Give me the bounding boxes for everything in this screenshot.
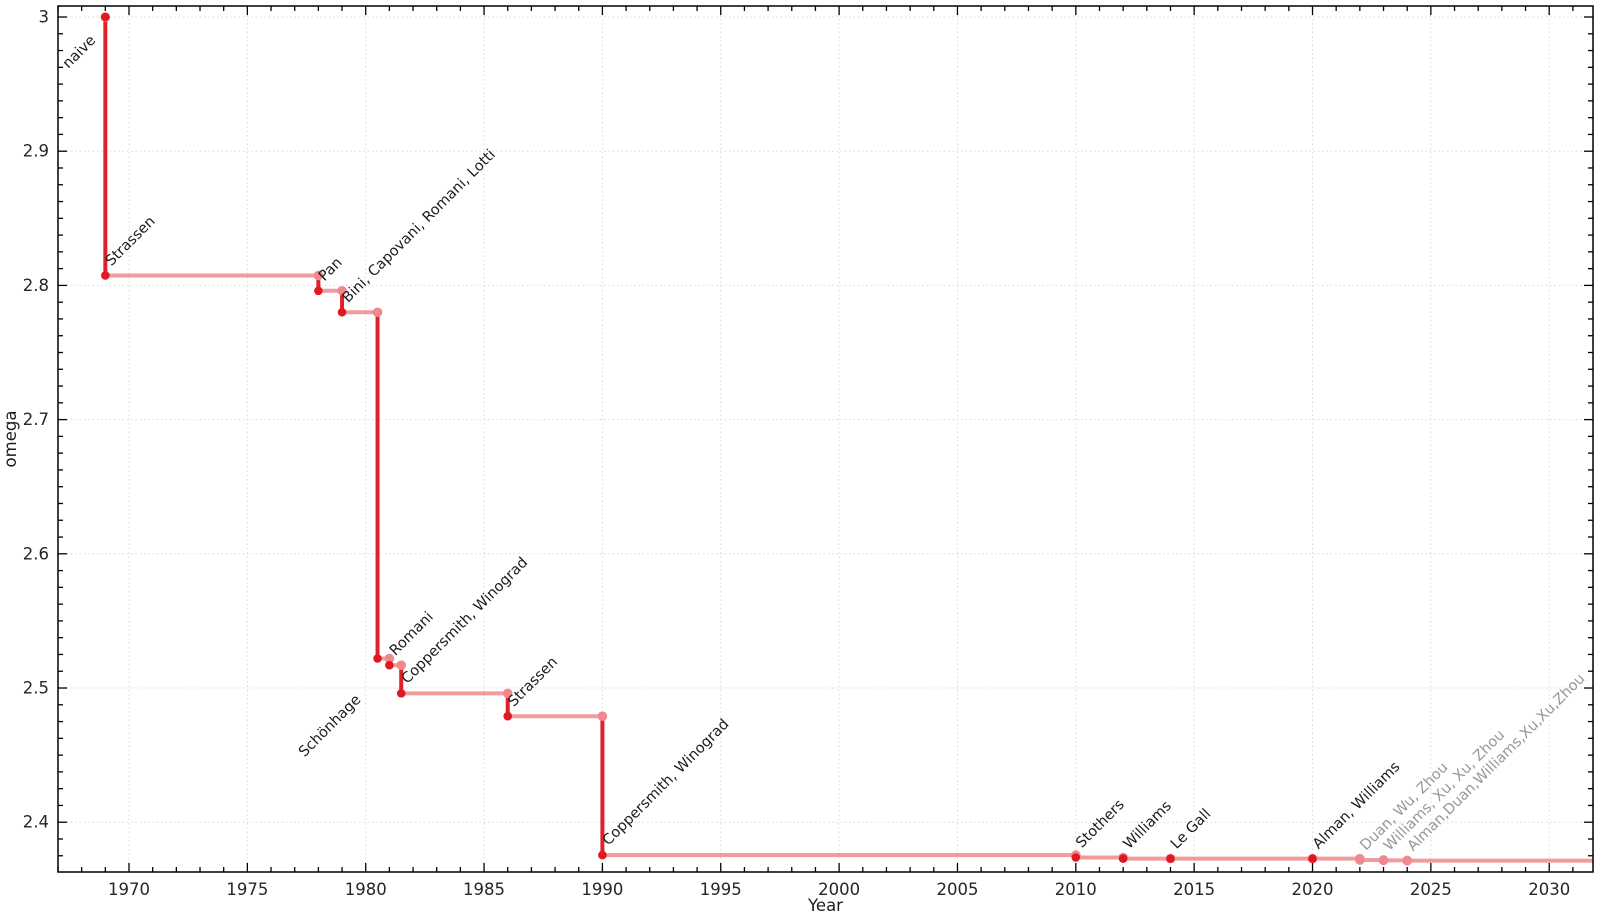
gridlines-layer <box>58 6 1593 872</box>
data-point-light <box>372 307 383 318</box>
series-layer <box>100 12 1593 866</box>
data-point-label: Strassen <box>505 654 561 710</box>
data-point-label: Le Gall <box>1168 806 1214 852</box>
x-axis-tick-label: 2025 <box>1410 880 1452 899</box>
data-point <box>1071 853 1081 862</box>
plot-frame <box>57 5 1594 873</box>
data-point-label: naive <box>60 32 99 71</box>
y-axis-tick-label: 2.7 <box>23 410 49 429</box>
y-axis-tick-label: 2.9 <box>23 142 49 161</box>
x-axis-tick-label: 2000 <box>818 880 860 899</box>
data-point <box>373 654 382 663</box>
axes-layer: 1970 1975 1980 1985 1990 1995 2000 2005 2010 2015… <box>1 5 1594 915</box>
data-point-light <box>384 653 395 664</box>
data-point-label: Williams, Xu, Xu, Zhou <box>1381 727 1508 854</box>
data-point <box>598 850 607 860</box>
data-point <box>337 307 347 317</box>
y-axis-title: omega <box>1 411 20 468</box>
data-point <box>1308 854 1317 863</box>
data-point-label: Bini, Capovani, Romani, Lotti <box>340 147 499 306</box>
y-axis-tick-label: 2.4 <box>23 813 49 832</box>
data-point <box>503 711 513 721</box>
x-axis-tick-label: 2015 <box>1173 880 1215 899</box>
x-axis-tick-label: 2010 <box>1055 880 1097 899</box>
data-point-label: Strassen <box>103 213 159 269</box>
x-axis-tick-label: 1985 <box>463 880 505 899</box>
y-axis-tick-label: 2.6 <box>23 544 49 563</box>
x-axis-tick-label: 1990 <box>581 880 623 899</box>
data-point <box>385 660 394 670</box>
data-point-light <box>1402 855 1412 866</box>
data-point-light <box>337 285 347 296</box>
data-point-label: Alman,Duan,Williams,Xu,Xu,Zhou <box>1405 671 1589 855</box>
data-point-label: Stothers <box>1073 797 1128 852</box>
data-point <box>101 12 110 22</box>
y-axis-tick-label: 2.8 <box>23 276 49 295</box>
x-axis-tick-label: 1995 <box>700 880 742 899</box>
x-axis-tick-label: 1975 <box>226 880 268 899</box>
x-axis-tick-label: 2005 <box>936 880 978 899</box>
x-axis-tick-label: 2030 <box>1528 880 1570 899</box>
data-point-label: Coppersmith, Winograd <box>600 716 733 849</box>
data-point-label: Williams <box>1121 798 1175 852</box>
x-axis-title: Year <box>807 896 843 915</box>
y-axis-tick-label: 2.5 <box>23 679 49 698</box>
data-point-light <box>597 711 608 721</box>
data-point <box>1118 854 1128 863</box>
data-point-light <box>502 688 513 699</box>
data-point-light <box>1355 855 1365 865</box>
x-axis-tick-label: 1970 <box>108 880 150 899</box>
x-axis-tick-label: 1980 <box>345 880 387 899</box>
data-point-light <box>313 270 324 281</box>
data-point-light <box>396 660 407 670</box>
data-point-label: Schönhage <box>296 692 364 760</box>
data-point <box>1166 854 1175 863</box>
data-point <box>101 271 110 280</box>
data-point <box>396 689 406 698</box>
data-point-light <box>1378 855 1389 866</box>
y-axis-tick-label: 3 <box>39 8 50 27</box>
x-axis-tick-label: 2020 <box>1292 880 1334 899</box>
data-point <box>314 286 323 296</box>
